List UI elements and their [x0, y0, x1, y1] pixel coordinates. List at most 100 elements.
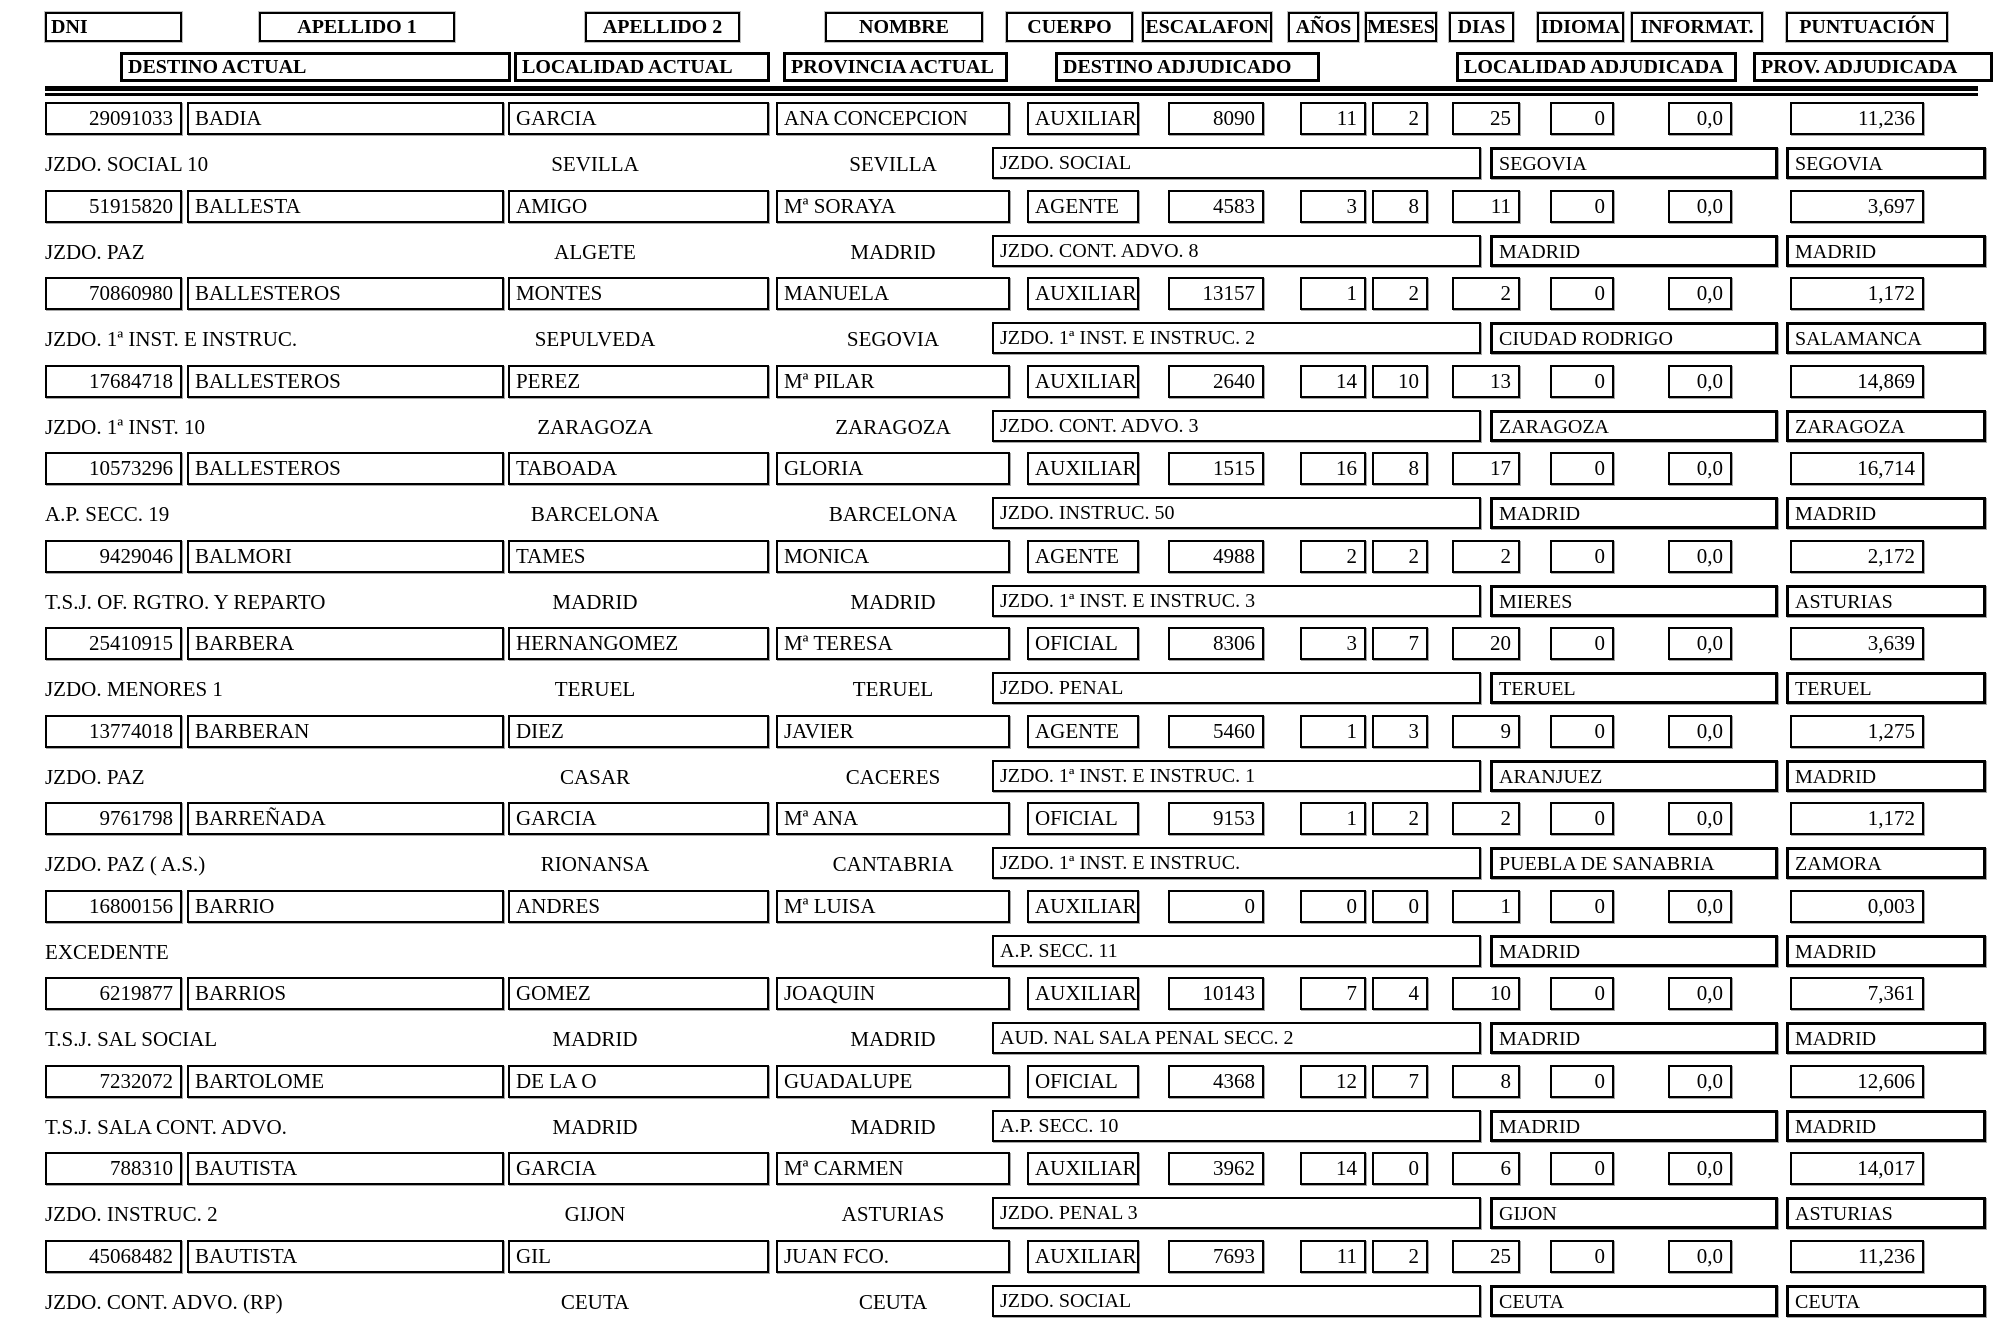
apellido2-value: GARCIA — [508, 802, 769, 835]
localidad-adjudicada-value: MADRID — [1490, 497, 1778, 529]
dni-value: 10573296 — [45, 452, 182, 485]
destino-actual-value: T.S.J. OF. RGTRO. Y REPARTO — [45, 589, 326, 614]
informat-value: 0,0 — [1668, 889, 1732, 923]
puntuacion-value: 0,003 — [1790, 889, 1924, 923]
table-row: 16800156 BARRIO ANDRES Mª LUISA AUXILIAR… — [0, 889, 2000, 978]
informat-value: 0,0 — [1668, 277, 1732, 310]
apellido1-value: BAUTISTA — [187, 1239, 504, 1273]
destino-actual-value: JZDO. SOCIAL 10 — [45, 152, 209, 176]
destino-adjudicado-value: JZDO. PENAL 3 — [992, 1197, 1481, 1229]
localidad-adjudicada-value: CEUTA — [1490, 1284, 1778, 1317]
col-header-puntuacion: PUNTUACIÓN — [1786, 12, 1948, 42]
meses-value: 2 — [1372, 539, 1428, 573]
anos-value: 14 — [1300, 1152, 1366, 1185]
informat-value: 0,0 — [1668, 627, 1732, 660]
dias-value: 1 — [1452, 889, 1520, 923]
localidad-adjudicada-value: CIUDAD RODRIGO — [1490, 322, 1778, 354]
puntuacion-value: 1,275 — [1790, 714, 1924, 748]
prov-adjudicada-value: MADRID — [1786, 497, 1986, 529]
puntuacion-value: 2,172 — [1790, 539, 1924, 573]
localidad-actual-value: SEVILLA — [551, 152, 639, 176]
prov-adjudicada-value: CEUTA — [1786, 1284, 1986, 1317]
dias-value: 17 — [1452, 452, 1520, 485]
escalafon-value: 10143 — [1168, 977, 1264, 1010]
meses-value: 3 — [1372, 714, 1428, 748]
puntuacion-value: 7,361 — [1790, 977, 1924, 1010]
table-row: 51915820 BALLESTA AMIGO Mª SORAYA AGENTE… — [0, 189, 2000, 278]
apellido1-value: BARREÑADA — [187, 802, 504, 835]
prov-adjudicada-value: MADRID — [1786, 759, 1986, 792]
col-header-destino-adjudicado: DESTINO ADJUDICADO — [1055, 52, 1320, 82]
anos-value: 16 — [1300, 452, 1366, 485]
puntuacion-value: 12,606 — [1790, 1064, 1924, 1098]
escalafon-value: 5460 — [1168, 714, 1264, 748]
apellido2-value: GARCIA — [508, 102, 769, 135]
destino-actual-value: A.P. SECC. 19 — [45, 502, 170, 526]
meses-value: 8 — [1372, 452, 1428, 485]
meses-value: 2 — [1372, 102, 1428, 135]
apellido1-value: BADIA — [187, 102, 504, 135]
col-header-cuerpo: CUERPO — [1006, 12, 1133, 42]
dni-value: 17684718 — [45, 364, 182, 398]
localidad-adjudicada-value: MIERES — [1490, 584, 1778, 617]
nombre-value: JAVIER — [776, 714, 1010, 748]
provincia-actual-value: CANTABRIA — [832, 852, 954, 876]
destino-adjudicado-value: JZDO. SOCIAL — [992, 147, 1481, 179]
prov-adjudicada-value: SALAMANCA — [1786, 322, 1986, 354]
col-header-dni: DNI — [45, 12, 182, 42]
nombre-value: Mª CARMEN — [776, 1152, 1010, 1185]
col-header-dias: DIAS — [1449, 12, 1514, 42]
dni-value: 45068482 — [45, 1239, 182, 1273]
dias-value: 10 — [1452, 977, 1520, 1010]
escalafon-value: 4583 — [1168, 189, 1264, 223]
dni-value: 9429046 — [45, 539, 182, 573]
provincia-actual-value: CACERES — [845, 764, 941, 789]
provincia-actual-value: CEUTA — [858, 1289, 928, 1314]
apellido1-value: BALMORI — [187, 539, 504, 573]
prov-adjudicada-value: MADRID — [1786, 934, 1986, 967]
destino-actual-value: JZDO. 1ª INST. E INSTRUC. — [45, 327, 298, 351]
nombre-value: JUAN FCO. — [776, 1239, 1010, 1273]
destino-actual-value: EXCEDENTE — [45, 939, 169, 964]
destino-adjudicado-value: AUD. NAL SALA PENAL SECC. 2 — [992, 1022, 1481, 1054]
apellido2-value: GARCIA — [508, 1152, 769, 1185]
destino-actual-value: JZDO. PAZ — [45, 764, 145, 789]
anos-value: 3 — [1300, 627, 1366, 660]
apellido2-value: TABOADA — [508, 452, 769, 485]
destino-adjudicado-value: JZDO. SOCIAL — [992, 1284, 1481, 1317]
localidad-actual-value: RIONANSA — [540, 852, 650, 876]
destino-adjudicado-value: JZDO. 1ª INST. E INSTRUC. — [992, 847, 1481, 879]
meses-value: 8 — [1372, 189, 1428, 223]
cuerpo-value: OFICIAL — [1027, 1064, 1139, 1098]
dni-value: 7232072 — [45, 1064, 182, 1098]
dni-value: 9761798 — [45, 802, 182, 835]
anos-value: 1 — [1300, 714, 1366, 748]
dias-value: 20 — [1452, 627, 1520, 660]
localidad-adjudicada-value: MADRID — [1490, 234, 1778, 267]
prov-adjudicada-value: ZARAGOZA — [1786, 409, 1986, 442]
prov-adjudicada-value: ASTURIAS — [1786, 584, 1986, 617]
puntuacion-value: 3,639 — [1790, 627, 1924, 660]
meses-value: 0 — [1372, 889, 1428, 923]
dias-value: 2 — [1452, 277, 1520, 310]
informat-value: 0,0 — [1668, 364, 1732, 398]
prov-adjudicada-value: ASTURIAS — [1786, 1197, 1986, 1229]
apellido1-value: BALLESTEROS — [187, 277, 504, 310]
localidad-adjudicada-value: MADRID — [1490, 1109, 1778, 1142]
escalafon-value: 9153 — [1168, 802, 1264, 835]
provincia-actual-value: SEGOVIA — [846, 327, 940, 351]
nombre-value: Mª TERESA — [776, 627, 1010, 660]
anos-value: 3 — [1300, 189, 1366, 223]
nombre-value: MANUELA — [776, 277, 1010, 310]
localidad-adjudicada-value: MADRID — [1490, 934, 1778, 967]
destino-adjudicado-value: JZDO. 1ª INST. E INSTRUC. 3 — [992, 584, 1481, 617]
destino-actual-value: JZDO. PAZ — [45, 239, 145, 264]
apellido1-value: BARBERAN — [187, 714, 504, 748]
apellido2-value: ANDRES — [508, 889, 769, 923]
apellido2-value: AMIGO — [508, 189, 769, 223]
provincia-actual-value: ZARAGOZA — [835, 414, 951, 439]
puntuacion-value: 1,172 — [1790, 802, 1924, 835]
localidad-actual-value: SEPULVEDA — [534, 327, 656, 351]
table-row: 17684718 BALLESTEROS PEREZ Mª PILAR AUXI… — [0, 364, 2000, 453]
apellido2-value: DE LA O — [508, 1064, 769, 1098]
